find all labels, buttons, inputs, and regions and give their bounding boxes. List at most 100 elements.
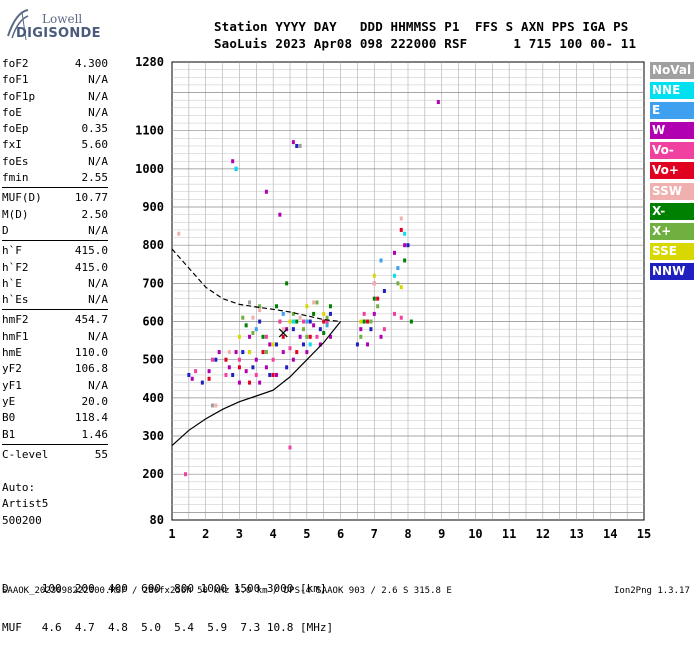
echo-point xyxy=(288,319,292,324)
echo-point xyxy=(359,327,363,332)
y-tick-label: 400 xyxy=(142,391,164,405)
echo-point xyxy=(261,350,265,355)
param-row: foEp 0.35 xyxy=(2,121,108,137)
echo-point xyxy=(244,369,248,374)
x-tick-label: 13 xyxy=(569,527,583,541)
param-label: fxI xyxy=(2,138,22,152)
echo-point xyxy=(295,319,299,324)
echo-point xyxy=(251,365,255,370)
param-value: 1.46 xyxy=(81,427,109,441)
scaled-parameters-panel: foF2 4.300 foF1 N/A foF1p N/A foE N/A foEp 0.35 fx… xyxy=(2,56,108,463)
param-row: fxI 5.60 xyxy=(2,137,108,153)
echo-point xyxy=(278,319,282,324)
y-tick-label: 900 xyxy=(142,200,164,214)
param-value: N/A xyxy=(88,293,108,307)
param-row: B1 1.46 xyxy=(2,427,108,443)
legend-item: X- xyxy=(650,202,694,220)
echo-point xyxy=(183,472,187,477)
echo-point xyxy=(372,311,376,316)
echo-point xyxy=(298,334,302,339)
param-row: foF1p N/A xyxy=(2,89,108,105)
param-row: fmin 2.55 xyxy=(2,170,108,186)
profile-dashed-line xyxy=(171,248,341,323)
param-row: h`Es N/A xyxy=(2,292,108,308)
echo-point xyxy=(177,231,181,236)
echo-point xyxy=(234,350,238,355)
echo-point xyxy=(285,281,289,286)
param-value: N/A xyxy=(88,378,108,392)
echo-point xyxy=(190,376,194,381)
echo-point xyxy=(288,346,292,351)
param-row: foF1 N/A xyxy=(2,72,108,88)
echo-point xyxy=(403,258,407,263)
echo-point xyxy=(396,266,400,271)
param-row: h`F 415.0 xyxy=(2,243,108,259)
param-value: N/A xyxy=(88,223,108,237)
echo-point xyxy=(301,319,305,324)
echo-point xyxy=(409,319,413,324)
antenna-logo-icon xyxy=(7,9,29,41)
param-label: h`Es xyxy=(2,293,29,307)
echo-point xyxy=(275,372,279,377)
x-tick-label: 5 xyxy=(303,527,310,541)
legend-item: Vo- xyxy=(650,142,694,160)
param-label: h`F xyxy=(2,244,22,258)
legend-item: NNE xyxy=(650,82,694,100)
echo-point xyxy=(207,369,211,374)
param-value: 2.55 xyxy=(81,171,109,185)
param-value: 20.0 xyxy=(81,394,109,408)
x-tick-label: 7 xyxy=(371,527,378,541)
echo-point xyxy=(372,296,376,301)
echo-point xyxy=(362,319,366,324)
footer-file-info: SAAOK_2023098222000.RSF / 280fx256h 50 k… xyxy=(2,586,452,596)
echo-point xyxy=(295,350,299,355)
echo-point xyxy=(362,311,366,316)
echo-point xyxy=(291,311,295,316)
x-tick-label: 9 xyxy=(438,527,445,541)
echo-point xyxy=(281,311,285,316)
legend-item: NoVal xyxy=(650,62,694,79)
echo-point xyxy=(382,327,386,332)
echo-point xyxy=(285,365,289,370)
param-value: N/A xyxy=(88,329,108,343)
x-tick-label: 14 xyxy=(603,527,617,541)
param-label: foE xyxy=(2,105,22,119)
x-tick-label: 15 xyxy=(637,527,651,541)
echo-point xyxy=(379,334,383,339)
echo-point xyxy=(268,342,272,347)
echo-point xyxy=(261,334,265,339)
echo-point xyxy=(366,319,370,324)
param-label: yF2 xyxy=(2,362,22,376)
echo-point xyxy=(406,243,410,248)
echo-point xyxy=(372,281,376,286)
header-line-1: Station YYYY DAY DDD HHMMSS P1 FFS S AXN… xyxy=(214,19,629,34)
y-tick-label: 1100 xyxy=(135,124,164,138)
echo-point xyxy=(264,189,268,194)
param-label: foF2 xyxy=(2,57,29,70)
param-value: N/A xyxy=(88,105,108,119)
echo-point xyxy=(258,304,262,309)
echo-point xyxy=(328,304,332,309)
param-value: N/A xyxy=(88,276,108,290)
echo-point xyxy=(268,372,272,377)
echo-point xyxy=(369,327,373,332)
echo-point xyxy=(224,357,228,362)
echo-point xyxy=(254,327,258,332)
param-label: B1 xyxy=(2,427,16,441)
param-label: MUF(D) xyxy=(2,191,42,205)
echo-point xyxy=(393,250,397,255)
echo-point xyxy=(403,243,407,248)
param-value: 118.4 xyxy=(74,411,108,425)
echo-point xyxy=(234,166,238,171)
param-row: yF2 106.8 xyxy=(2,361,108,377)
muf-distance-row: D 100 200 400 600 800 1000 1500 3000 [km… xyxy=(2,582,327,595)
muf-frequency-row: MUF 4.6 4.7 4.8 5.0 5.4 5.9 7.3 10.8 [MH… xyxy=(2,621,334,634)
echo-point xyxy=(258,319,262,324)
y-tick-label: 800 xyxy=(142,238,164,252)
echo-point xyxy=(393,311,397,316)
echo-point xyxy=(248,380,252,385)
y-tick-label: 500 xyxy=(142,353,164,367)
echo-point xyxy=(399,285,403,290)
echo-point xyxy=(237,357,241,362)
y-tick-label: 80 xyxy=(150,513,164,527)
